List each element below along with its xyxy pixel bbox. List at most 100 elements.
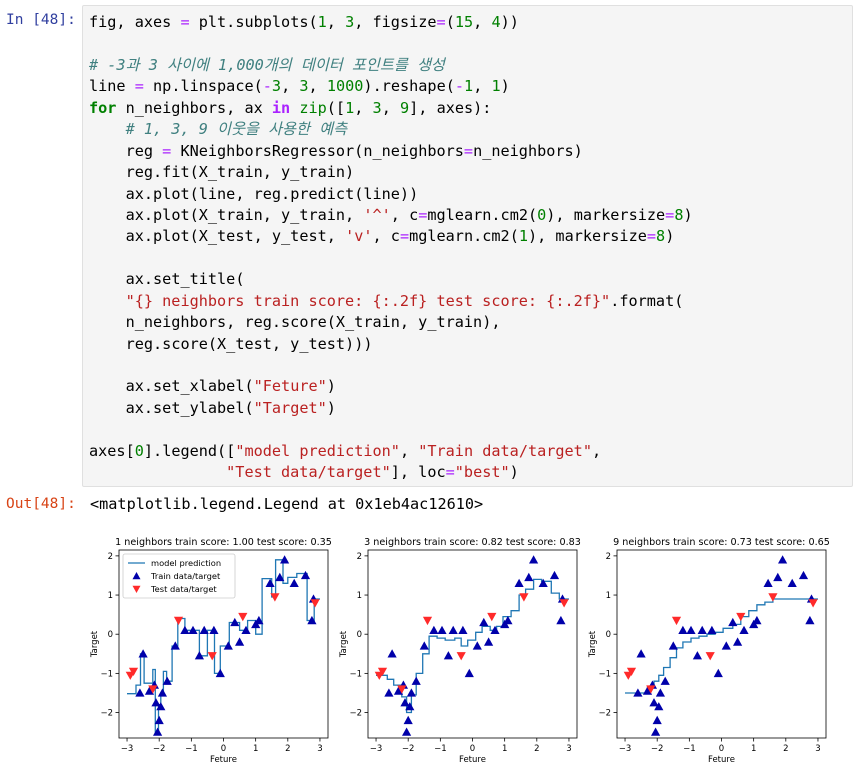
code-token: ] — [143, 441, 154, 460]
train-marker-26 — [787, 578, 797, 587]
legend-entry: Test data/target — [150, 584, 217, 594]
train-marker-26 — [538, 578, 548, 587]
y-tick-label: 1 — [108, 591, 113, 601]
code-token: zip — [299, 98, 327, 117]
code-token: fig, axes — [89, 13, 181, 31]
train-marker-7 — [654, 702, 664, 711]
code-token: 3 — [271, 77, 282, 96]
train-marker-7 — [405, 702, 415, 711]
train-marker-1 — [636, 649, 646, 658]
y-tick-label: −1 — [598, 669, 611, 679]
subplot-title: 9 neighbors train score: 0.73 test score… — [613, 537, 830, 548]
code-token: = — [665, 205, 675, 224]
test-marker-6 — [768, 593, 778, 602]
train-marker-24 — [524, 572, 534, 582]
code-token: "Feture" — [253, 377, 327, 396]
train-marker-23 — [763, 578, 773, 587]
train-marker-16 — [713, 668, 723, 678]
code-line: "{} neighbors train score: {:.2f} test s… — [89, 291, 693, 312]
code-token: fit(X_train, y_train) — [162, 163, 355, 182]
train-marker-5 — [153, 727, 163, 736]
code-cell[interactable]: fig, axes = plt.subplots(1, 3, figsize=(… — [82, 5, 853, 487]
code-line: fig, axes = plt.subplots(1, 3, figsize=(… — [89, 12, 693, 33]
code-token: - — [262, 77, 272, 96]
code-token: = — [162, 141, 172, 160]
code-token: format( — [619, 291, 684, 310]
train-marker-11 — [678, 625, 688, 634]
code-token: cm2( — [500, 205, 538, 224]
x-tick-label: −3 — [619, 744, 632, 754]
train-marker-11 — [429, 625, 439, 634]
x-tick-label: 0 — [470, 744, 475, 754]
x-tick-label: −3 — [370, 744, 383, 754]
code-token: , — [381, 98, 400, 117]
test-marker-1 — [626, 667, 637, 676]
code-editor[interactable]: fig, axes = plt.subplots(1, 3, figsize=(… — [89, 12, 693, 484]
test-marker-4 — [456, 652, 466, 661]
code-token: n_neighbors, ax — [116, 98, 272, 117]
code-token: , — [473, 77, 492, 96]
code-token: 3 — [299, 77, 309, 96]
code-token: ( — [445, 13, 455, 31]
code-line: ax.plot(X_train, y_train, '^', c=mglearn… — [89, 205, 693, 226]
code-token: . — [473, 227, 483, 246]
test-marker-7 — [808, 599, 818, 608]
code-token: ) — [326, 377, 336, 396]
x-tick-label: −1 — [185, 744, 198, 754]
train-marker-20 — [739, 625, 749, 634]
code-token: . — [281, 184, 291, 203]
subplot-3: 9 neighbors train score: 0.73 test score… — [588, 537, 830, 765]
x-tick-label: −3 — [121, 744, 134, 754]
code-token: ax — [89, 227, 144, 246]
code-token: score(X_test, y_test))) — [162, 334, 373, 353]
code-token: '^' — [363, 205, 391, 224]
code-token: plot(X_test, y_test, — [153, 227, 346, 246]
test-marker-2 — [646, 685, 656, 694]
code-token: reshape( — [381, 77, 455, 96]
train-marker-14 — [697, 625, 707, 634]
test-marker-4 — [705, 652, 715, 661]
code-token: . — [153, 163, 163, 182]
legend-entry: Train data/target — [150, 571, 221, 581]
code-token: 1 — [317, 13, 327, 31]
train-marker-0 — [633, 688, 643, 697]
code-token: 'v' — [345, 227, 373, 246]
code-token: "Test data/target" — [226, 463, 391, 482]
train-marker-0 — [384, 688, 394, 697]
code-token: , — [354, 98, 373, 117]
code-token: "Target" — [253, 398, 327, 417]
series-line-0 — [376, 578, 569, 714]
code-token: reg — [89, 334, 154, 353]
code-token: . — [153, 441, 163, 460]
train-marker-27 — [798, 570, 809, 580]
code-token: = — [436, 13, 446, 31]
train-marker-27 — [549, 570, 560, 580]
code-token: . — [226, 13, 236, 31]
subplot-2: 3 neighbors train score: 0.82 test score… — [339, 537, 581, 765]
code-token: # 1, 3, 9 이웃을 사용한 예측 — [125, 120, 348, 139]
test-marker-6 — [270, 593, 280, 602]
code-line: reg = KNeighborsRegressor(n_neighbors=n_… — [89, 141, 693, 162]
code-line: axes[0].legend(["model prediction", "Tra… — [89, 441, 693, 462]
train-marker-7 — [156, 702, 166, 711]
output-text: <matplotlib.legend.Legend at 0x1eb4ac126… — [90, 495, 484, 513]
y-tick-label: 1 — [606, 591, 611, 601]
y-tick-label: −1 — [349, 669, 362, 679]
code-line: ax.plot(line, reg.predict(line)) — [89, 184, 693, 205]
test-marker-1 — [128, 667, 139, 676]
code-token: . — [143, 377, 154, 396]
train-marker-19 — [733, 637, 743, 646]
test-marker-2 — [148, 685, 158, 694]
train-marker-25 — [529, 555, 539, 564]
train-marker-6 — [154, 715, 164, 725]
code-token: . — [143, 184, 154, 203]
test-marker-3 — [173, 616, 184, 626]
y-tick-label: −2 — [598, 709, 611, 719]
code-token: . — [491, 205, 501, 224]
train-marker-22 — [254, 615, 264, 625]
legend-train-swatch — [132, 572, 141, 580]
x-tick-label: 1 — [502, 744, 507, 754]
code-token: . — [143, 270, 154, 289]
y-tick-label: 2 — [108, 552, 113, 562]
